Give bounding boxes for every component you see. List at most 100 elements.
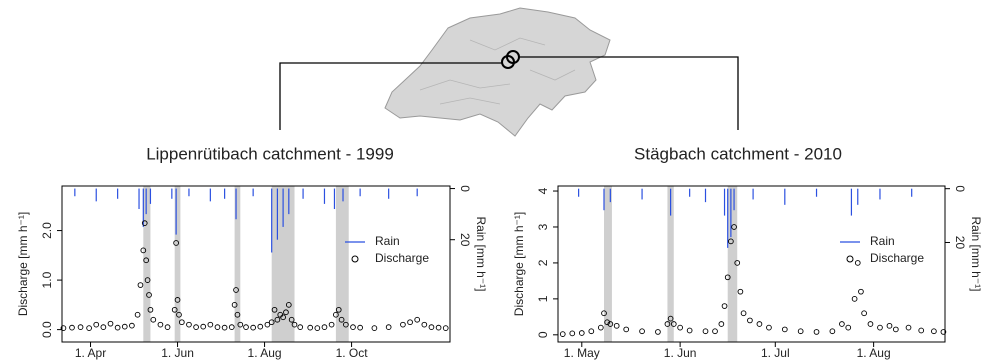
discharge-point bbox=[579, 331, 584, 336]
y2-tick-label: 0 bbox=[458, 185, 472, 192]
discharge-point bbox=[429, 325, 434, 330]
event-band bbox=[336, 186, 349, 342]
x-tick-label: 1. Jun bbox=[664, 346, 697, 360]
discharge-point bbox=[814, 330, 819, 335]
discharge-point bbox=[656, 330, 661, 335]
discharge-point bbox=[624, 327, 629, 332]
discharge-point bbox=[115, 325, 120, 330]
y-tick-label: 2.0 bbox=[40, 222, 54, 239]
discharge-point bbox=[415, 317, 420, 322]
legend-label: Rain bbox=[870, 234, 895, 248]
legend-swatch bbox=[352, 256, 358, 262]
discharge-point bbox=[919, 328, 924, 333]
figure: Lippenrütibach catchment - 19991. Apr1. … bbox=[0, 0, 990, 362]
y-axis-label: Discharge [mm h⁻¹] bbox=[512, 212, 526, 316]
legend-label: Rain bbox=[375, 234, 400, 248]
discharge-point bbox=[757, 322, 762, 327]
discharge-point bbox=[906, 325, 911, 330]
y-tick-label: 2 bbox=[536, 259, 550, 266]
discharge-point bbox=[614, 323, 619, 328]
x-tick-label: 1. May bbox=[564, 346, 600, 360]
discharge-point bbox=[589, 329, 594, 334]
event-band bbox=[143, 186, 150, 342]
discharge-point bbox=[138, 283, 143, 288]
discharge-point bbox=[251, 325, 256, 330]
y2-tick-label: 20 bbox=[953, 236, 967, 250]
discharge-point bbox=[862, 311, 867, 316]
discharge-point bbox=[158, 322, 163, 327]
discharge-point bbox=[351, 325, 356, 330]
discharge-point bbox=[436, 325, 441, 330]
discharge-point bbox=[859, 289, 864, 294]
discharge-point bbox=[372, 326, 377, 331]
y-axis-label: Discharge [mm h⁻¹] bbox=[16, 212, 30, 316]
discharge-point bbox=[748, 318, 753, 323]
discharge-point bbox=[840, 322, 845, 327]
y-tick-label: 0.0 bbox=[40, 321, 54, 338]
discharge-point bbox=[329, 322, 334, 327]
x-tick-label: 1. Aug bbox=[248, 346, 282, 360]
y2-tick-label: 20 bbox=[458, 233, 472, 247]
discharge-point bbox=[738, 289, 743, 294]
legend-label: Discharge bbox=[375, 251, 429, 265]
discharge-point bbox=[855, 261, 860, 266]
discharge-point bbox=[767, 325, 772, 330]
discharge-point bbox=[70, 325, 75, 330]
discharge-point bbox=[258, 324, 263, 329]
discharge-point bbox=[687, 328, 692, 333]
discharge-point bbox=[931, 329, 936, 334]
discharge-point bbox=[87, 326, 92, 331]
discharge-point bbox=[868, 322, 873, 327]
discharge-point bbox=[94, 322, 99, 327]
discharge-point bbox=[108, 321, 113, 326]
y-tick-label: 1.0 bbox=[40, 271, 54, 288]
discharge-point bbox=[208, 322, 213, 327]
discharge-point bbox=[741, 311, 746, 316]
chart-title: Stägbach catchment - 2010 bbox=[634, 144, 842, 163]
map bbox=[280, 8, 738, 136]
x-tick-label: 1. Jul bbox=[761, 346, 790, 360]
event-band bbox=[604, 186, 612, 342]
y2-axis-label: Rain [mm h⁻¹] bbox=[969, 216, 983, 291]
discharge-point bbox=[798, 329, 803, 334]
discharge-point bbox=[308, 325, 313, 330]
discharge-point bbox=[165, 325, 170, 330]
chart-title: Lippenrütibach catchment - 1999 bbox=[146, 144, 394, 163]
discharge-point bbox=[129, 323, 134, 328]
discharge-point bbox=[222, 325, 227, 330]
discharge-point bbox=[830, 329, 835, 334]
discharge-point bbox=[408, 320, 413, 325]
x-tick-label: 1. Jun bbox=[161, 346, 194, 360]
discharge-point bbox=[570, 331, 575, 336]
discharge-point bbox=[852, 296, 857, 301]
discharge-point bbox=[215, 325, 220, 330]
discharge-point bbox=[78, 325, 83, 330]
discharge-point bbox=[713, 329, 718, 334]
discharge-point bbox=[229, 325, 234, 330]
discharge-point bbox=[560, 332, 565, 337]
discharge-point bbox=[887, 323, 892, 328]
discharge-point bbox=[322, 325, 327, 330]
y-tick-label: 1 bbox=[536, 295, 550, 302]
discharge-point bbox=[298, 325, 303, 330]
y-tick-label: 0 bbox=[536, 331, 550, 338]
legend-label: Discharge bbox=[870, 251, 924, 265]
discharge-point bbox=[722, 304, 727, 309]
discharge-point bbox=[893, 327, 898, 332]
discharge-point bbox=[782, 327, 787, 332]
discharge-point bbox=[194, 325, 199, 330]
discharge-point bbox=[443, 326, 448, 331]
y-tick-label: 4 bbox=[536, 187, 550, 194]
discharge-point bbox=[386, 325, 391, 330]
discharge-point bbox=[135, 312, 140, 317]
discharge-point bbox=[201, 324, 206, 329]
switzerland-map bbox=[385, 8, 610, 136]
event-band bbox=[728, 186, 738, 342]
discharge-point bbox=[678, 325, 683, 330]
discharge-point bbox=[122, 324, 127, 329]
legend-swatch bbox=[847, 256, 853, 262]
discharge-point bbox=[846, 325, 851, 330]
discharge-point bbox=[878, 325, 883, 330]
discharge-point bbox=[401, 322, 406, 327]
discharge-point bbox=[187, 322, 192, 327]
